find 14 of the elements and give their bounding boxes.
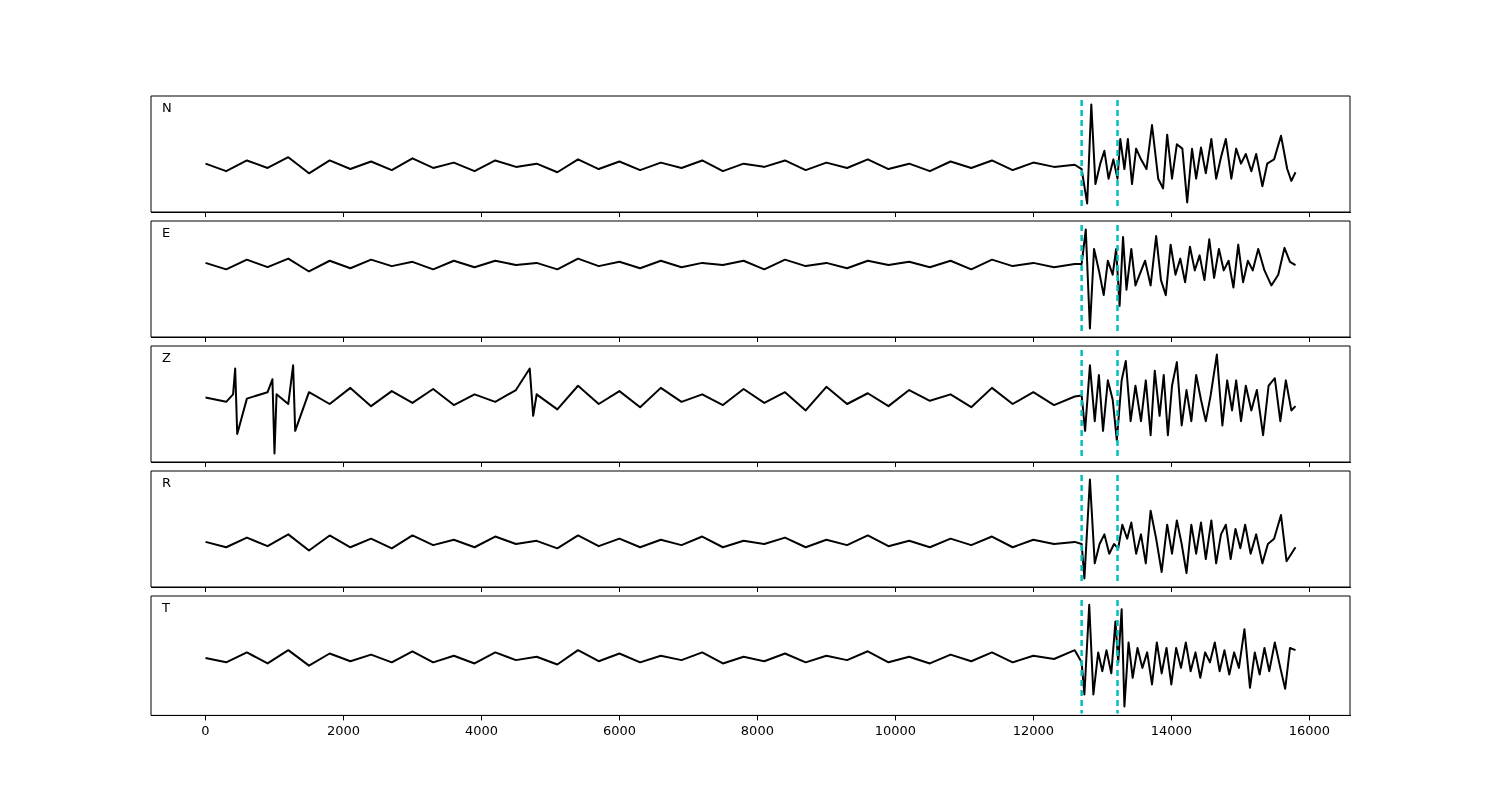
annotation: E <box>162 224 171 240</box>
x-tick-label: 6000 <box>602 722 636 738</box>
annotation: N <box>162 99 172 115</box>
annotation: Z <box>162 349 171 365</box>
x-tick-label: 16000 <box>1288 722 1330 738</box>
x-tick-label: 2000 <box>326 722 361 738</box>
annotation: T <box>161 599 170 615</box>
x-tick-label: 4000 <box>464 722 498 738</box>
x-tick-label: 10000 <box>874 722 917 738</box>
x-tick-label: 12000 <box>1012 722 1055 738</box>
x-tick-label: 8000 <box>740 722 774 738</box>
x-tick-label: 0 <box>201 722 210 738</box>
annotation: R <box>162 474 172 490</box>
x-tick-label: 14000 <box>1150 722 1192 738</box>
